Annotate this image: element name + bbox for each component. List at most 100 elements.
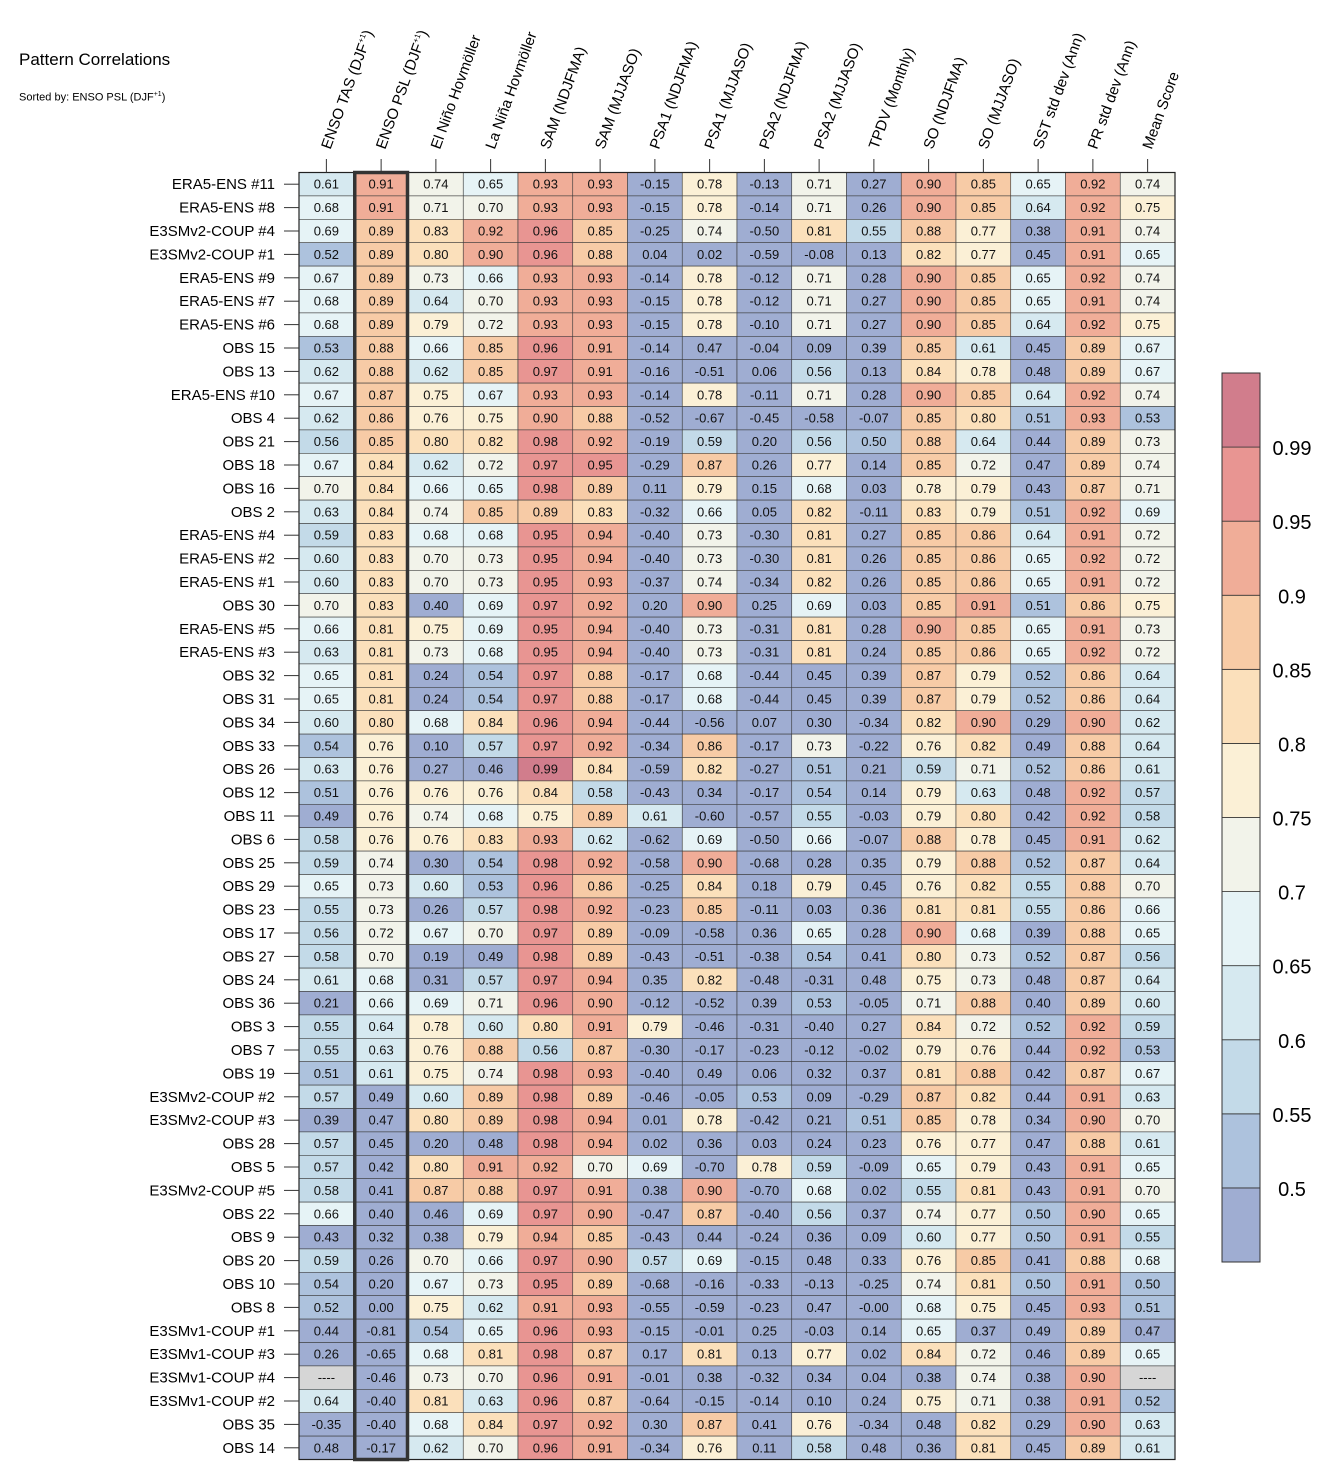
cell-value-label: 0.79	[971, 668, 996, 683]
cell-value-label: 0.60	[478, 1019, 503, 1034]
row-label: OBS 35	[222, 1416, 275, 1433]
colorbar-frame	[1221, 372, 1261, 1263]
cell-value-label: 0.86	[1080, 692, 1105, 707]
cell-value-label: 0.66	[478, 1253, 503, 1268]
cell-value-label: 0.20	[642, 598, 667, 613]
cell-value-label: 0.98	[533, 902, 558, 917]
cell-value-label: -0.25	[640, 879, 670, 894]
cell-value-label: 0.85	[368, 434, 393, 449]
cell-value-label: 0.43	[1025, 1183, 1050, 1198]
cell-value-label: 0.97	[533, 972, 558, 987]
cell-value-label: 0.88	[1080, 926, 1105, 941]
cell-value-label: 0.52	[1025, 692, 1050, 707]
cell-value-label: -0.67	[695, 411, 725, 426]
cell-value-label: 0.39	[1025, 926, 1050, 941]
cell-value-label: 0.85	[971, 1253, 996, 1268]
cell-value-label: 0.14	[861, 785, 886, 800]
cell-value-label: 0.48	[1025, 364, 1050, 379]
cell-value-label: 0.80	[423, 1113, 448, 1128]
cell-value-label: 0.98	[533, 434, 558, 449]
cell-value-label: 0.36	[806, 1230, 831, 1245]
colorbar-tick-label: 0.8	[1278, 734, 1306, 756]
row-label: ERA5-ENS #3	[179, 644, 275, 661]
cell-value-label: 0.89	[1080, 434, 1105, 449]
cell-value-label: 0.85	[916, 1113, 941, 1128]
cell-value-label: 0.92	[1080, 504, 1105, 519]
cell-value-label: 0.96	[533, 879, 558, 894]
cell-value-label: 0.94	[587, 645, 612, 660]
cell-value-label: 0.49	[314, 809, 339, 824]
cell-value-label: 0.90	[916, 200, 941, 215]
cell-value-label: -0.70	[750, 1183, 780, 1198]
row-label: ERA5-ENS #4	[179, 527, 275, 544]
cell-value-label: 0.68	[368, 972, 393, 987]
cell-value-label: 0.89	[1080, 1440, 1105, 1455]
cell-value-label: -0.62	[640, 832, 670, 847]
cell-value-label: 0.72	[1135, 645, 1160, 660]
cell-value-label: -0.40	[750, 1206, 780, 1221]
cell-value-label: 0.97	[533, 668, 558, 683]
colorbar-tick-label: 0.9	[1278, 586, 1306, 608]
cell-value-label: 0.73	[806, 738, 831, 753]
cell-value-label: 0.67	[1135, 364, 1160, 379]
cell-value-label: 0.80	[533, 1019, 558, 1034]
cell-value-label: -0.29	[859, 1089, 889, 1104]
cell-value-label: 0.51	[806, 762, 831, 777]
cell-value-label: -0.15	[640, 317, 670, 332]
cell-value-label: 0.84	[587, 762, 612, 777]
cell-value-label: 0.78	[697, 200, 722, 215]
cell-value-label: 0.82	[478, 434, 503, 449]
cell-value-label: 0.52	[1025, 668, 1050, 683]
cell-value-label: 0.39	[861, 692, 886, 707]
colorbar-tick-label: 0.6	[1278, 1031, 1306, 1053]
cell-value-label: 0.68	[314, 200, 339, 215]
cell-value-label: 0.38	[1025, 1370, 1050, 1385]
cell-value-label: 0.10	[423, 738, 448, 753]
cell-value-label: 0.37	[971, 1323, 996, 1338]
cell-value-label: 0.88	[368, 341, 393, 356]
cell-value-label: 0.76	[368, 809, 393, 824]
cell-value-label: 0.54	[314, 1277, 339, 1292]
cell-value-label: 0.77	[971, 247, 996, 262]
cell-value-label: 0.71	[916, 996, 941, 1011]
cell-value-label: 0.52	[314, 1300, 339, 1315]
row-label: ERA5-ENS #10	[171, 387, 275, 404]
cell-value-label: 0.45	[1025, 832, 1050, 847]
cell-value-label: 0.94	[587, 972, 612, 987]
row-label: OBS 32	[222, 668, 275, 685]
cell-value-label: 0.94	[587, 1136, 612, 1151]
cell-value-label: 0.89	[368, 270, 393, 285]
cell-value-label: 0.45	[1025, 1440, 1050, 1455]
cell-value-label: 0.27	[861, 317, 886, 332]
cell-value-label: 0.72	[971, 1347, 996, 1362]
cell-value-label: 0.75	[916, 1394, 941, 1409]
cell-value-label: 0.91	[478, 1160, 503, 1175]
cell-value-label: 0.90	[697, 855, 722, 870]
cell-value-label: 0.68	[478, 809, 503, 824]
cell-value-label: 0.92	[1080, 551, 1105, 566]
cell-value-label: 0.38	[916, 1370, 941, 1385]
colorbar-segment	[1221, 446, 1261, 522]
cell-value-label: 0.20	[752, 434, 777, 449]
cell-value-label: 0.58	[314, 832, 339, 847]
chart-title: Pattern Correlations	[19, 50, 171, 69]
colorbar-segment	[1221, 594, 1261, 670]
cell-value-label: 0.64	[1025, 387, 1050, 402]
cell-value-label: -0.14	[750, 200, 780, 215]
cell-value-label: 0.58	[1135, 809, 1160, 824]
cell-value-label: 0.92	[1080, 270, 1105, 285]
cell-value-label: -0.15	[640, 1323, 670, 1338]
cell-value-label: 0.89	[368, 317, 393, 332]
cell-value-label: 0.95	[533, 575, 558, 590]
cell-value-label: 0.57	[314, 1136, 339, 1151]
cell-value-label: 0.93	[533, 200, 558, 215]
cell-value-label: -0.15	[640, 200, 670, 215]
cell-value-label: 0.64	[1135, 972, 1160, 987]
cell-value-label: 0.85	[478, 364, 503, 379]
cell-value-label: 0.03	[752, 1136, 777, 1151]
colorbar-segment	[1221, 1039, 1261, 1115]
cell-value-label: 0.64	[1025, 317, 1050, 332]
cell-value-label: 0.86	[971, 528, 996, 543]
cell-value-label: 0.93	[587, 177, 612, 192]
cell-value-label: 0.88	[587, 247, 612, 262]
